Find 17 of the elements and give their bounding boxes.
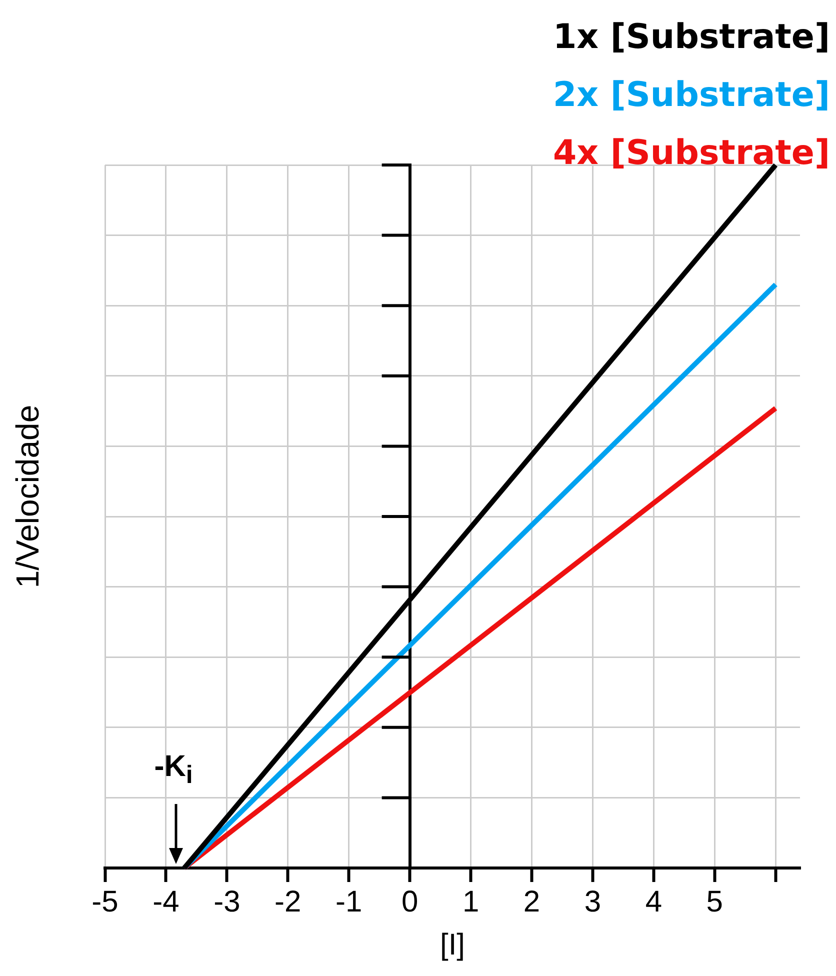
x-tick-label: -3 xyxy=(214,885,240,918)
x-axis-title: [I] xyxy=(440,928,466,962)
x-tick-label: -4 xyxy=(152,885,180,918)
text: 2x [Substrate] xyxy=(552,74,830,117)
y-axis-title: 1/Velocidade xyxy=(10,404,46,590)
x-tick-label: 3 xyxy=(584,885,602,918)
x-tick-label: 5 xyxy=(706,885,723,918)
x-tick-label: -2 xyxy=(274,885,302,918)
text: 1x [Substrate] xyxy=(552,16,830,59)
x-tick-label: 2 xyxy=(523,885,540,918)
x-tick-label: 1 xyxy=(462,885,480,918)
x-tick-label: -5 xyxy=(92,885,118,918)
x-tick-label: 0 xyxy=(401,885,418,918)
annotation: -K$_{i}$ xyxy=(154,750,193,790)
x-tick-label: 4 xyxy=(645,885,662,918)
x-tick-label: -1 xyxy=(336,885,362,918)
text: 4x [Substrate] xyxy=(552,132,830,175)
